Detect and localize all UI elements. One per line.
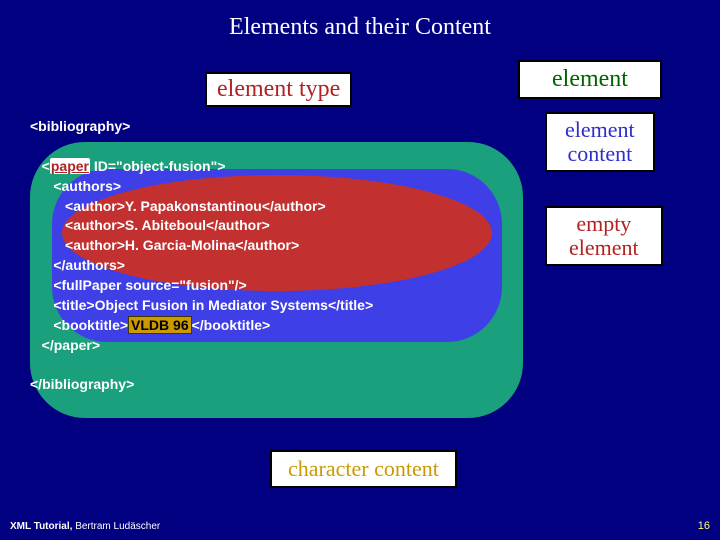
authors-close: </authors> [53, 257, 125, 273]
author-line: <author>H. Garcia-Molina</author> [65, 237, 299, 253]
label-character-content: character content [270, 450, 457, 488]
label-element-content: element content [545, 112, 655, 172]
code-line: <author>H. Garcia-Molina</author> [30, 236, 550, 256]
code-line: <authors> [30, 177, 550, 197]
code-line: </paper> [30, 336, 550, 356]
author-line: <author>S. Abiteboul</author> [65, 217, 270, 233]
page-title: Elements and their Content [0, 14, 720, 41]
code-line: </bibliography> [30, 375, 550, 395]
page-number: 16 [698, 520, 710, 532]
code-line: <booktitle>VLDB 96</booktitle> [30, 316, 550, 336]
label-line: empty [569, 212, 639, 236]
code-line: <bibliography> [30, 117, 550, 137]
code-line: <author>S. Abiteboul</author> [30, 216, 550, 236]
authors-open: <authors> [53, 178, 121, 194]
code-line [30, 356, 550, 376]
footer-title: XML Tutorial, [10, 521, 72, 532]
code-line: <fullPaper source="fusion"/> [30, 276, 550, 296]
label-empty-element: empty element [545, 206, 663, 266]
author-line: <author>Y. Papakonstantinou</author> [65, 198, 326, 214]
code-line: <author>Y. Papakonstantinou</author> [30, 197, 550, 217]
booktitle-close: </booktitle> [192, 317, 271, 333]
footer-left: XML Tutorial, Bertram Ludäscher [10, 521, 160, 532]
title-text: Object Fusion in Mediator Systems [95, 297, 328, 313]
title-close: </title> [328, 297, 373, 313]
paper-close: </paper> [42, 337, 100, 353]
paper-attrs: ID="object-fusion"> [90, 158, 225, 174]
element-type-highlight: paper [50, 158, 90, 174]
label-line: element [569, 236, 639, 260]
fullpaper-line: <fullPaper source="fusion"/> [53, 277, 246, 293]
label-element: element [518, 60, 662, 99]
angle-bracket: < [42, 158, 50, 174]
title-open: <title> [53, 297, 94, 313]
code-line: <paper ID="object-fusion"> [30, 157, 550, 177]
code-line: </authors> [30, 256, 550, 276]
code-line [30, 137, 550, 157]
char-content-highlight: VLDB 96 [128, 316, 192, 334]
booktitle-open: <booktitle> [53, 317, 128, 333]
label-element-type: element type [205, 72, 352, 107]
xml-code-block: <bibliography> <paper ID="object-fusion"… [30, 117, 550, 395]
footer-author: Bertram Ludäscher [72, 521, 160, 532]
label-line: element [565, 118, 635, 142]
code-line: <title>Object Fusion in Mediator Systems… [30, 296, 550, 316]
label-line: content [565, 142, 635, 166]
